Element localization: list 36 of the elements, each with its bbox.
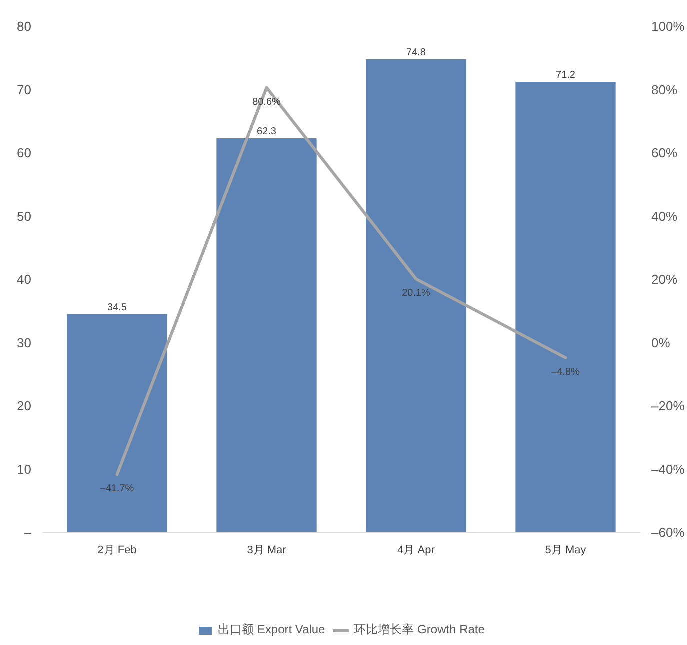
y-tick-label: 80 <box>17 19 32 34</box>
x-tick-label: 4月 Apr <box>398 544 436 556</box>
bar <box>67 314 168 532</box>
x-tick-label: 5月 May <box>545 544 587 556</box>
y-tick-label: 70 <box>17 82 32 98</box>
y2-tick-label: 80% <box>652 82 678 98</box>
y-tick-label: 40 <box>17 272 32 287</box>
y-tick-label: 60 <box>17 146 32 160</box>
y2-tick-label: 60% <box>652 146 678 160</box>
data-label: 74.8 <box>406 47 426 58</box>
y-tick-label: 50 <box>17 208 32 224</box>
data-label: 62.3 <box>257 126 277 138</box>
y-tick-label: 20 <box>17 398 32 414</box>
y2-tick-label: 0% <box>652 335 671 350</box>
y2-tick-label: –20% <box>652 398 686 414</box>
x-tick-label: 2月 Feb <box>98 544 137 556</box>
x-tick-label: 3月 Mar <box>247 544 287 556</box>
data-label: 71.2 <box>556 70 576 82</box>
y2-tick-label: –40% <box>652 462 686 477</box>
legend-label: 环比增长率 Growth Rate <box>354 622 485 638</box>
data-label: 34.5 <box>108 302 128 314</box>
y-tick-label: 10 <box>17 462 32 477</box>
y-tick-label: 30 <box>17 335 32 350</box>
data-label: 80.6% <box>252 96 282 108</box>
data-label: –41.7% <box>100 484 134 495</box>
bar <box>516 82 616 532</box>
y2-tick-label: 100% <box>652 19 686 34</box>
bar <box>216 138 317 532</box>
y2-tick-label: 40% <box>652 208 678 224</box>
bar <box>366 59 466 532</box>
y-tick-label: – <box>24 525 32 540</box>
y2-tick-label: 20% <box>652 272 678 287</box>
y2-tick-label: –60% <box>652 525 686 540</box>
data-label: –4.8% <box>552 366 580 378</box>
legend-label: 出口额 Export Value <box>218 622 326 638</box>
data-label: 20.1% <box>402 288 431 300</box>
